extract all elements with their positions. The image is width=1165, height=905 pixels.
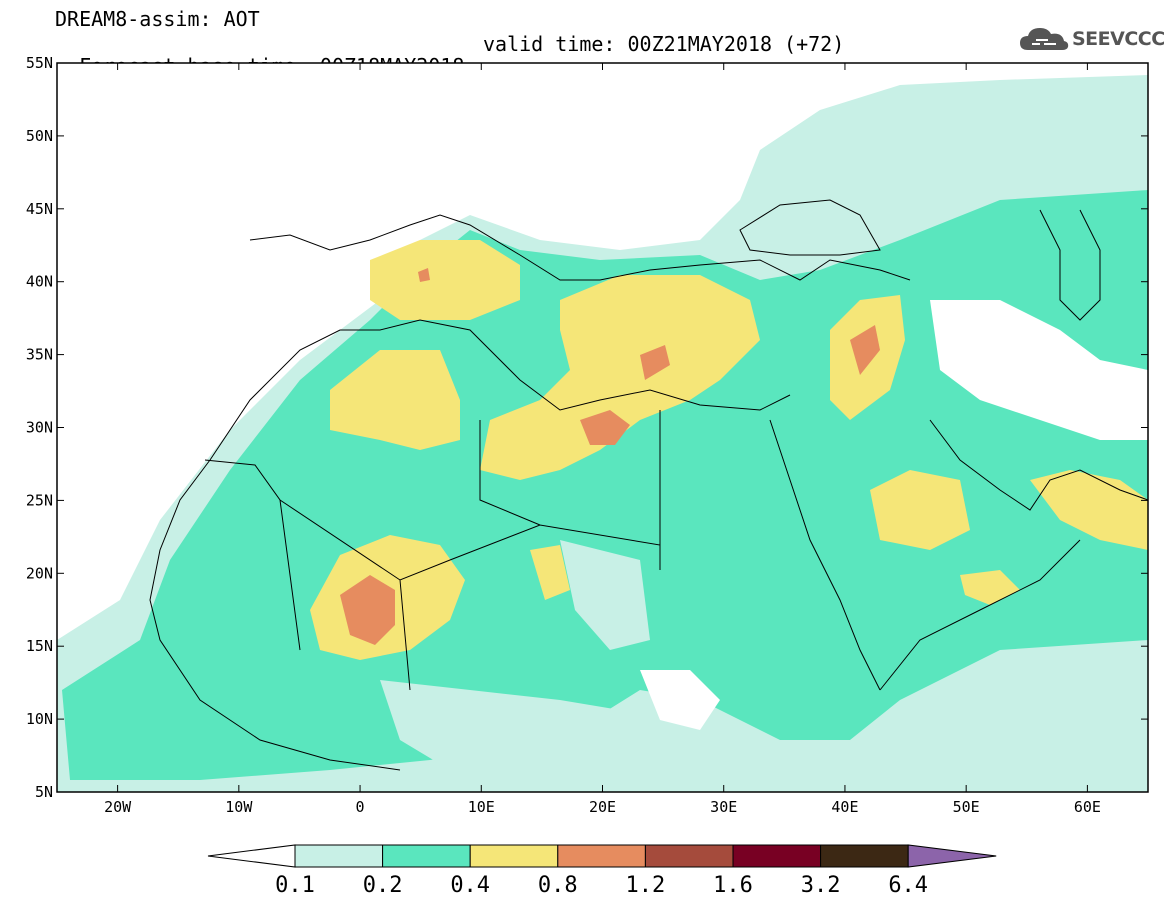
lat-tick-label: 10N	[26, 710, 53, 728]
colorbar-segment	[294, 844, 384, 868]
aot-hole-sahel	[380, 680, 640, 770]
aot-level-0.8-mali	[340, 575, 395, 645]
latitude-axis: 55N 50N 45N 40N 35N 30N 25N 20N 15N 10N 5N	[26, 54, 1148, 801]
longitude-axis: 20W 10W 0 10E 20E 30E 40E 50E 60E	[104, 63, 1101, 816]
colorbar-segment	[732, 844, 822, 868]
colorbar-label: 0.8	[537, 873, 578, 898]
colorbar-label: 1.6	[713, 873, 753, 898]
coast-west-africa	[149, 459, 401, 771]
colorbar-over-arrow	[907, 844, 997, 868]
lon-tick-label: 10W	[225, 798, 253, 816]
colorbar-label: 0.1	[275, 873, 315, 898]
aot-hole-sudan	[560, 540, 650, 650]
colorbar-label: 0.2	[362, 873, 403, 898]
lon-tick-label: 60E	[1074, 798, 1101, 816]
lon-tick-label: 40E	[831, 798, 858, 816]
border-lines	[204, 410, 661, 691]
lat-tick-label: 20N	[26, 564, 53, 582]
colorbar-label: 3.2	[800, 873, 841, 898]
lat-tick-label: 5N	[35, 783, 53, 801]
coast-black-sea	[739, 199, 881, 256]
aot-level-0.4-oman	[1030, 470, 1148, 550]
colorbar-segment	[469, 844, 559, 868]
aot-level-0.8-sardinia	[418, 268, 430, 282]
lat-tick-label: 30N	[26, 419, 53, 437]
colorbar-under-arrow	[207, 844, 296, 868]
coast-arabia-south	[879, 539, 1081, 691]
lat-tick-label: 55N	[26, 54, 53, 72]
aot-level-0.8-iraq	[850, 325, 880, 375]
lon-tick-label: 20E	[589, 798, 616, 816]
colorbar	[207, 844, 997, 868]
aot-level-0.4-chad	[530, 545, 570, 600]
lat-tick-label: 15N	[26, 637, 53, 655]
aot-hole-arabia	[930, 300, 1148, 440]
colorbar-label: 0.4	[450, 873, 491, 898]
aot-level-0.4-med	[370, 240, 520, 320]
lon-tick-label: 20W	[104, 798, 132, 816]
cloud-icon	[1020, 28, 1069, 50]
aot-level-0.8-libya	[580, 410, 630, 445]
valid-time-label: valid time: 00Z21MAY2018 (+72)	[483, 32, 845, 56]
lat-tick-label: 35N	[26, 346, 53, 364]
coastlines	[149, 199, 1148, 771]
map-title: DREAM8-assim: AOT	[55, 7, 260, 31]
aot-level-0.4-algeria	[330, 350, 460, 450]
coast-gulf	[929, 419, 1148, 511]
colorbar-segment	[820, 844, 909, 868]
lat-tick-label: 40N	[26, 273, 53, 291]
coast-red-sea	[769, 419, 881, 691]
coast-caspian	[1039, 209, 1101, 321]
aot-level-0.4-arabia	[870, 470, 970, 550]
logo-text: SEEVCCC	[1072, 28, 1165, 50]
lon-tick-label: 0	[356, 798, 365, 816]
lon-tick-label: 30E	[710, 798, 737, 816]
lon-tick-label: 10E	[468, 798, 495, 816]
colorbar-label: 6.4	[888, 873, 929, 898]
lon-tick-label: 50E	[953, 798, 980, 816]
lat-tick-label: 25N	[26, 491, 53, 509]
coast-europe	[249, 214, 911, 281]
colorbar-label: 1.2	[625, 873, 666, 898]
seevccc-logo: SEEVCCC	[1018, 24, 1165, 54]
colorbar-segment	[644, 844, 734, 868]
aot-level-0.8-crete	[640, 345, 670, 380]
aot-level-0.4-greece	[480, 275, 760, 480]
colorbar-segment	[382, 844, 471, 868]
coast-north-africa	[209, 319, 791, 461]
aot-contours	[57, 75, 1148, 792]
aot-hole-ethiopia	[640, 670, 720, 730]
lat-tick-label: 50N	[26, 127, 53, 145]
aot-level-0.4-empty	[960, 570, 1020, 605]
colorbar-segment	[557, 844, 646, 868]
lat-tick-label: 45N	[26, 200, 53, 218]
